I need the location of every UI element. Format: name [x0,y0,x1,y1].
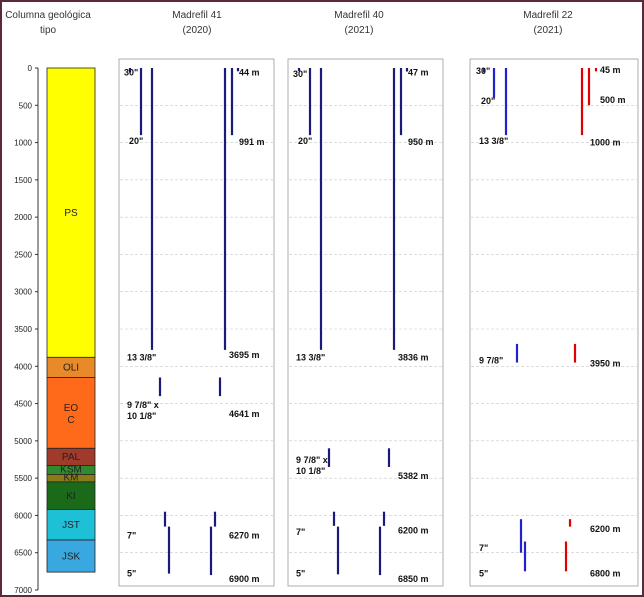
casing-depth-label: 5382 m [398,471,429,481]
casing-size-label: 5" [296,569,305,579]
casing-size-label: 13 3/8" [296,352,325,362]
casing-size-label: 13 3/8" [479,136,508,146]
formation-label: PAL [62,452,81,463]
well-panel-3 [469,58,639,587]
depth-tick-label: 1000 [14,139,32,148]
depth-tick-label: 3000 [14,288,32,297]
formation-label: JST [62,520,80,531]
casing-size-label: 5" [479,569,488,579]
depth-tick-label: 4000 [14,362,32,371]
formation-layer-jst [46,509,96,541]
casing-depth-label: 1000 m [590,138,621,148]
casing-depth-label: 6850 m [398,574,429,584]
casing-size-label: 9 7/8" [479,355,503,365]
depth-tick-label: 4500 [14,400,32,409]
casing-size-label: 10 1/8" [296,466,325,476]
casing-size-label: 7" [127,531,136,541]
casing-depth-label: 6270 m [229,531,260,541]
well-name: Madrefil 40 [334,10,384,21]
formation-label: OLI [63,363,79,374]
well-year: (2021) [345,25,374,36]
depth-tick-label: 3500 [14,325,32,334]
casing-size-label: 9 7/8" x [127,400,159,410]
depth-tick-label: 2000 [14,213,32,222]
casing-size-label: 20" [129,136,143,146]
casing-size-label: 20" [481,96,495,106]
well-panel-1 [118,58,275,587]
formation-label: KI [66,491,75,502]
formation-label: JSK [62,551,81,562]
casing-depth-label: 3695 m [229,350,260,360]
well-name: Madrefil 22 [523,10,573,21]
casing-depth-label: 6200 m [590,524,621,534]
casing-size-label: 7" [479,543,488,553]
formation-label: KSM [60,464,82,475]
well-year: (2020) [183,25,212,36]
depth-tick-label: 6500 [14,549,32,558]
casing-size-label: 13 3/8" [127,352,156,362]
depth-tick-label: 7000 [14,586,32,595]
casing-size-label: 30" [124,67,138,77]
casing-depth-label: 991 m [239,137,265,147]
depth-tick-label: 500 [19,101,33,110]
casing-depth-label: 44 m [239,67,260,77]
casing-depth-label: 3950 m [590,358,621,368]
casing-depth-label: 6800 m [590,569,621,579]
casing-size-label: 30" [476,66,490,76]
depth-tick-label: 1500 [14,176,32,185]
column-title-line1: Columna geológica [5,10,91,21]
casing-depth-label: 4641 m [229,409,260,419]
formation-label: EO [64,403,79,414]
well-name: Madrefil 41 [172,10,222,21]
casing-depth-label: 6200 m [398,525,429,535]
casing-size-label: 5" [127,569,136,579]
casing-depth-label: 45 m [600,65,621,75]
casing-depth-label: 950 m [408,137,434,147]
depth-tick-label: 6000 [14,511,32,520]
well-panel-2 [287,58,444,587]
casing-depth-label: 500 m [600,95,626,105]
depth-tick-label: 5500 [14,474,32,483]
formation-label: PS [64,208,78,219]
depth-tick-label: 2500 [14,250,32,259]
formation-layer-ps [46,67,96,358]
well-year: (2021) [534,25,563,36]
formation-label: KM [64,472,79,483]
casing-size-label: 10 1/8" [127,411,156,421]
formation-layer-jsk [46,539,96,573]
casing-depth-label: 47 m [408,67,429,77]
depth-tick-label: 5000 [14,437,32,446]
casing-size-label: 7" [296,527,305,537]
casing-size-label: 20" [298,136,312,146]
casing-depth-label: 6900 m [229,574,260,584]
casing-size-label: 30" [293,69,307,79]
column-title-line2: tipo [40,25,57,36]
formation-label: C [67,415,74,426]
casing-size-label: 9 7/8" x [296,455,328,465]
formation-layer-eo-c [46,377,96,449]
casing-depth-label: 3836 m [398,352,429,362]
depth-tick-label: 0 [28,64,33,73]
